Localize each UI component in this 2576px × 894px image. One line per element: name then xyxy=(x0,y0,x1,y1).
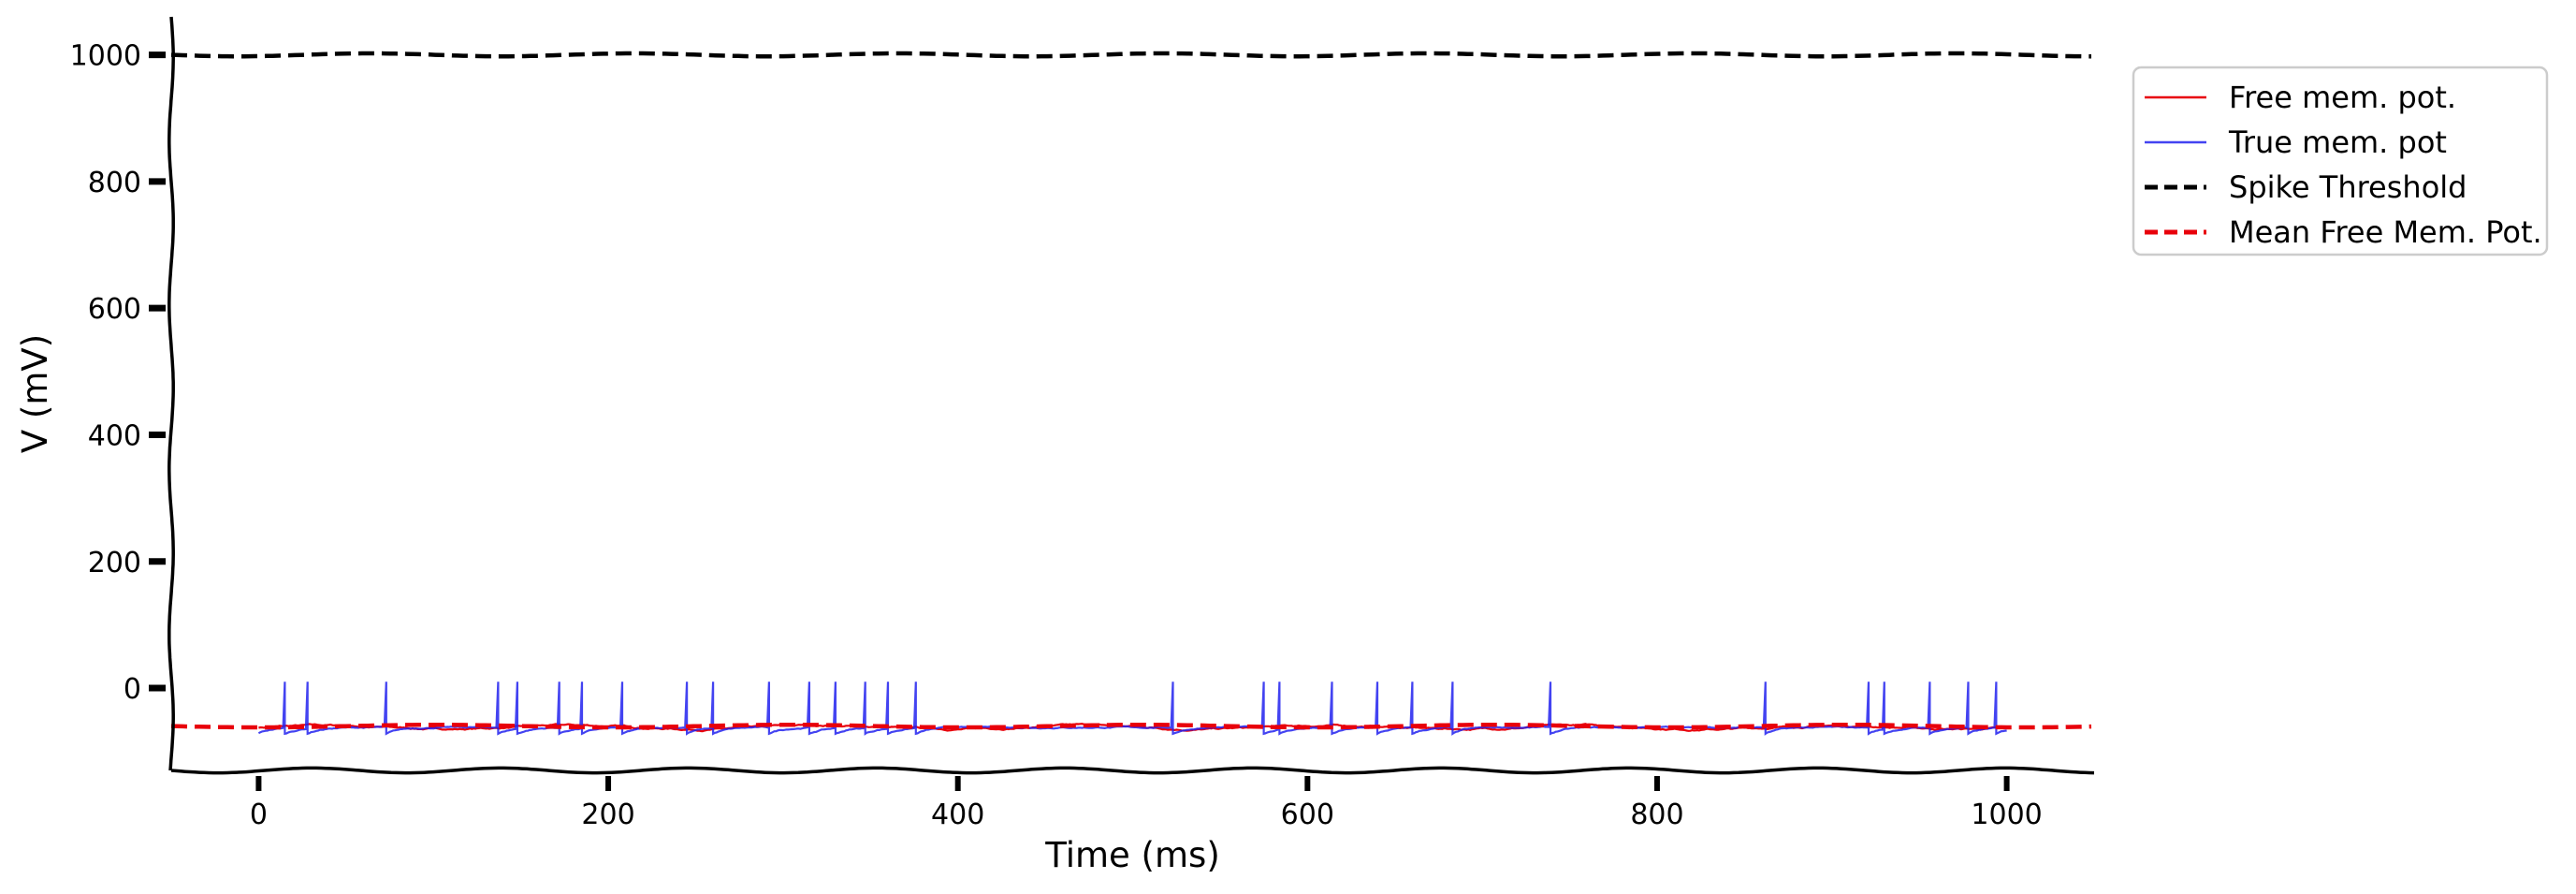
x-tick-label: 0 xyxy=(250,799,268,831)
x-tick-label: 600 xyxy=(1281,799,1334,831)
legend-label: Mean Free Mem. Pot. xyxy=(2229,214,2542,250)
spike-threshold-line xyxy=(170,51,2091,59)
plot-area xyxy=(170,51,2092,736)
y-tick-label: 0 xyxy=(124,673,141,706)
x-tick-label: 200 xyxy=(581,799,634,831)
legend-label: Spike Threshold xyxy=(2229,169,2467,205)
legend: Free mem. pot. True mem. pot Spike Thresho… xyxy=(2132,66,2549,256)
x-tick-label: 800 xyxy=(1630,799,1683,831)
y-axis-line xyxy=(167,16,175,771)
x-axis-line xyxy=(170,766,2095,775)
y-tick-label: 200 xyxy=(88,547,141,579)
y-tick-label: 1000 xyxy=(70,40,141,73)
y-tick-label: 800 xyxy=(88,167,141,199)
x-axis-label: Time (ms) xyxy=(1044,835,1220,875)
x-tick-label: 1000 xyxy=(1971,799,2042,831)
y-tick-label: 400 xyxy=(88,419,141,452)
x-tick-label: 400 xyxy=(931,799,984,831)
legend-label: True mem. pot xyxy=(2228,125,2447,160)
y-tick-label: 600 xyxy=(88,293,141,326)
legend-label: Free mem. pot. xyxy=(2229,80,2456,115)
y-axis-label: V (mV) xyxy=(15,334,55,453)
mean-free-mem-pot-line xyxy=(170,722,2092,730)
axes: 0 200 400 600 800 1000 0 200 400 600 800 1000 xyxy=(70,16,2095,831)
legend-box xyxy=(2132,66,2549,256)
